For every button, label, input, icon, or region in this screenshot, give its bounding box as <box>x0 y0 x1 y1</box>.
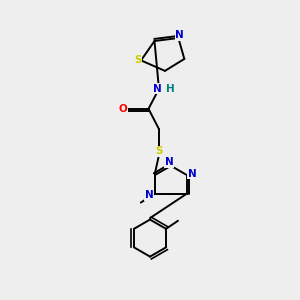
Text: N: N <box>188 169 197 178</box>
Text: N: N <box>153 84 162 94</box>
Text: S: S <box>155 146 163 157</box>
Text: N: N <box>165 157 174 167</box>
Text: N: N <box>145 190 153 200</box>
Text: H: H <box>166 84 175 94</box>
Text: S: S <box>134 56 142 65</box>
Text: N: N <box>176 30 184 40</box>
Text: O: O <box>119 104 128 114</box>
